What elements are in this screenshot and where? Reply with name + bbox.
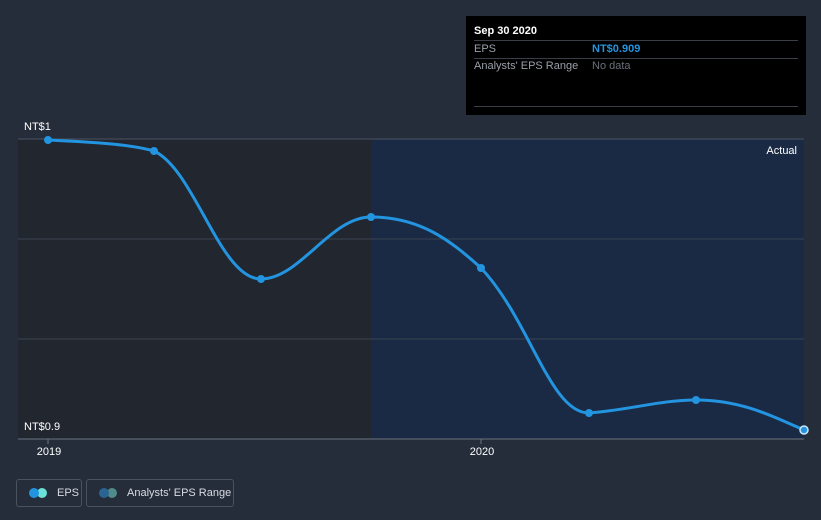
data-point[interactable] (692, 396, 700, 404)
legend-eps-button[interactable]: EPS (16, 479, 82, 507)
tooltip-date: Sep 30 2020 (474, 25, 537, 37)
tooltip-eps-value: NT$0.909 (592, 43, 641, 55)
data-point[interactable] (367, 213, 375, 221)
x-axis-label-2019: 2019 (36, 446, 62, 458)
data-point[interactable] (150, 147, 158, 155)
actual-region (371, 139, 804, 439)
legend-analysts-range-label: Analysts' EPS Range (127, 487, 232, 499)
data-point[interactable] (257, 275, 265, 283)
divider (474, 58, 798, 59)
eps-line (47, 138, 805, 432)
divider (474, 106, 798, 107)
tooltip-range-label: Analysts' EPS Range (474, 60, 579, 72)
analysts-range-legend-icon (99, 488, 117, 498)
legend-analysts-range-button[interactable]: Analysts' EPS Range (86, 479, 234, 507)
actual-region-label: Actual (766, 145, 797, 157)
tooltip: Sep 30 2020 EPS NT$0.909 Analysts' EPS R… (466, 16, 806, 115)
tooltip-range-value: No data (592, 60, 631, 72)
data-point[interactable] (585, 409, 593, 417)
tooltip-eps-label: EPS (474, 43, 497, 55)
legend-eps-label: EPS (57, 487, 80, 499)
divider (474, 40, 798, 41)
past-region (18, 139, 371, 439)
data-point[interactable] (477, 264, 485, 272)
y-axis-bottom-label: NT$0.9 (24, 421, 61, 433)
data-point-selected[interactable] (799, 425, 809, 435)
y-axis-top-label: NT$1 (24, 121, 51, 133)
eps-legend-icon (29, 488, 47, 498)
data-point[interactable] (44, 136, 52, 144)
x-axis-label-2020: 2020 (469, 446, 495, 458)
